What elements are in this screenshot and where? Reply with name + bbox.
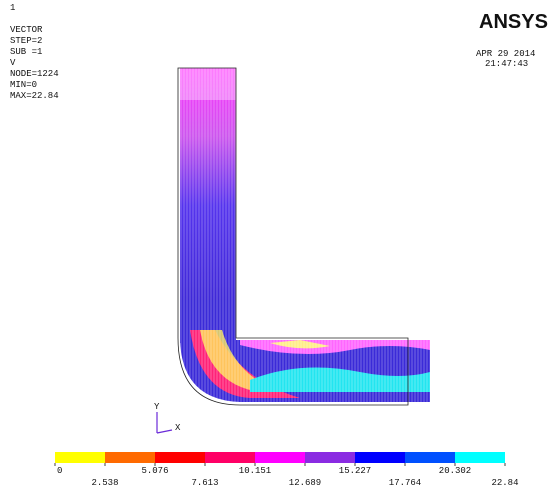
legend-swatch <box>355 452 405 463</box>
legend-swatch <box>205 452 255 463</box>
legend-label: 22.84 <box>491 478 518 488</box>
axis-triad: Y X <box>154 402 181 434</box>
legend-swatch <box>455 452 505 463</box>
info-line: NODE=1224 <box>10 69 59 79</box>
legend-label: 10.151 <box>239 466 271 476</box>
info-line: MAX=22.84 <box>10 91 59 101</box>
info-line: STEP=2 <box>10 36 42 46</box>
date: APR 29 2014 <box>476 49 535 59</box>
axis-label-y: Y <box>154 402 160 412</box>
legend-label: 7.613 <box>191 478 218 488</box>
axis-label-x: X <box>175 423 181 433</box>
legend-swatch <box>55 452 105 463</box>
info-line: MIN=0 <box>10 80 37 90</box>
window-number: 1 <box>10 3 15 13</box>
legend-swatch <box>105 452 155 463</box>
legend-swatch <box>255 452 305 463</box>
legend-label: 20.302 <box>439 466 471 476</box>
legend-swatch <box>405 452 455 463</box>
info-line: VECTOR <box>10 25 43 35</box>
legend-swatch <box>155 452 205 463</box>
flow-field <box>180 68 430 403</box>
legend-label: 17.764 <box>389 478 421 488</box>
info-line: SUB =1 <box>10 47 42 57</box>
legend-label: 2.538 <box>91 478 118 488</box>
legend-label: 0 <box>57 466 62 476</box>
legend-label: 15.227 <box>339 466 371 476</box>
legend-label: 5.076 <box>141 466 168 476</box>
pipe-outline <box>177 67 409 406</box>
legend-label: 12.689 <box>289 478 321 488</box>
legend-swatch <box>305 452 355 463</box>
info-line: V <box>10 58 16 68</box>
time: 21:47:43 <box>485 59 528 69</box>
logo: ANSYS <box>479 11 548 33</box>
